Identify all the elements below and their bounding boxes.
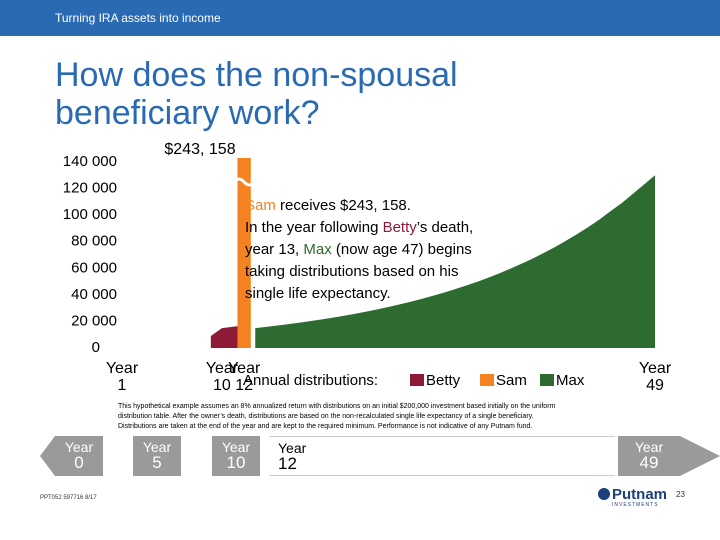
timeline-button[interactable]: Year 12 (270, 436, 615, 476)
timeline-button[interactable]: Year 5 (133, 436, 181, 476)
footnote-line: distribution table. After the owner’s de… (118, 413, 534, 420)
y-tick-label: 60 000 (71, 259, 117, 276)
timeline-year: 5 (152, 453, 162, 472)
annotation: Sam receives $243, 158. (245, 197, 411, 214)
y-tick-label: 80 000 (71, 233, 117, 250)
timeline-year: 0 (74, 453, 84, 472)
timeline-label: Year (64, 439, 94, 455)
annotation-name: Betty (383, 219, 418, 236)
timeline-label: Year (221, 439, 251, 455)
title: How does the non-spousal beneficiary wor… (55, 56, 458, 132)
timeline-button[interactable]: Year 49 (618, 436, 680, 476)
x-tick-label: Year 10 (205, 360, 239, 394)
timeline-year: 49 (639, 453, 659, 472)
annotation-text: In the year following (245, 219, 383, 236)
legend-title: Annual distributions: (243, 372, 378, 389)
annotation: taking distributions based on his (245, 263, 458, 280)
area (255, 175, 655, 348)
y-tick-label: 20 000 (71, 312, 117, 329)
timeline-year: 12 (278, 454, 297, 473)
footnote-line: This hypothetical example assumes an 8% … (118, 403, 556, 410)
annotation: In the year following Betty’s death, (245, 219, 473, 236)
y-tick-label: 100 000 (63, 206, 117, 223)
header-bar (0, 0, 720, 36)
legend-swatch (480, 374, 494, 386)
bar (237, 158, 251, 348)
annotation-name: Sam (245, 197, 276, 214)
timeline-button[interactable]: Year 10 (212, 436, 260, 476)
annotation: year 13, Max (now age 47) begins (245, 241, 472, 258)
legend-label: Betty (426, 372, 461, 389)
timeline-label: Year (634, 439, 664, 455)
legend-label: Sam (496, 372, 527, 389)
sam-value-label: $243, 158 (164, 141, 235, 158)
footnote-line: Distributions are taken at the end of th… (118, 423, 533, 430)
annotation-text: ’s death, (417, 219, 473, 236)
annotation-text: receives $243, 158. (276, 197, 411, 214)
annotation-text: (now age 47) begins (332, 241, 472, 258)
timeline-arrow (40, 436, 55, 476)
y-tick-label: 140 000 (63, 153, 117, 170)
x-tick-label: Year 1 (105, 360, 139, 394)
annotation: single life expectancy. (245, 285, 391, 302)
legend-label: Max (556, 372, 585, 389)
x-tick-label: Year 12 (227, 360, 261, 394)
timeline-label: Year (278, 440, 307, 456)
page-number: 23 (676, 490, 685, 499)
x-tick-label: Year 49 (638, 360, 672, 394)
legend-swatch (410, 374, 424, 386)
y-tick-label: 120 000 (63, 180, 117, 197)
timeline-year: 10 (226, 453, 246, 472)
footer-code: PPT052 597716 8/17 (40, 495, 97, 501)
timeline-label: Year (142, 439, 172, 455)
axis-break (234, 177, 255, 187)
timeline-arrow (680, 436, 720, 476)
annotation-name: Max (303, 241, 332, 258)
legend-swatch (540, 374, 554, 386)
header: Turning IRA assets into income (55, 11, 221, 25)
logo: Putnam (612, 486, 668, 503)
annotation-text: year 13, (245, 241, 303, 258)
logo-sub: INVESTMENTS (612, 502, 659, 508)
y-tick-label: 0 (92, 339, 100, 356)
footnote: This hypothetical example assumes an 8% … (118, 402, 708, 432)
y-tick-label: 40 000 (71, 286, 117, 303)
timeline-button[interactable]: Year 0 (55, 436, 103, 476)
area (210, 325, 245, 348)
logo-icon (598, 488, 610, 500)
